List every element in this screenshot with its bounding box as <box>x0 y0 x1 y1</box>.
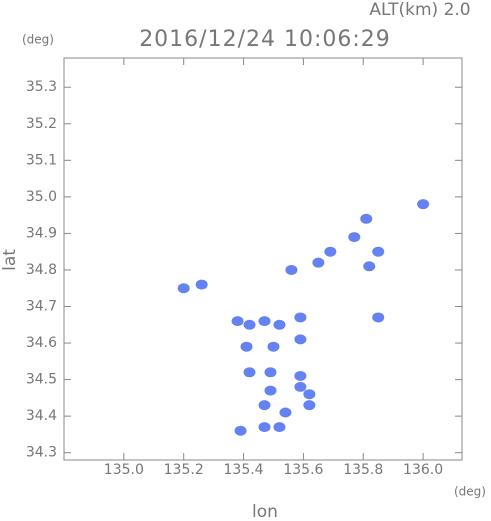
echo-cell <box>312 257 325 268</box>
echo-cell <box>240 341 253 352</box>
echo-cell <box>303 389 316 400</box>
echo-cell <box>285 264 298 275</box>
echo-cell <box>294 381 307 392</box>
x-axis-label: lon <box>252 502 278 521</box>
echo-cell <box>363 261 376 272</box>
x-tick-label: 136.0 <box>403 462 443 478</box>
echo-cell <box>273 422 286 433</box>
echo-cell <box>258 400 271 411</box>
y-tick-label: 34.9 <box>26 225 57 241</box>
echo-cell <box>195 279 208 290</box>
y-tick-label: 34.7 <box>26 299 57 315</box>
echo-cell <box>264 385 277 396</box>
echo-cell <box>294 334 307 345</box>
x-tick-label: 135.8 <box>343 462 383 478</box>
y-tick-label: 34.4 <box>26 408 57 424</box>
y-tick-label: 34.3 <box>26 445 57 461</box>
echo-cell <box>267 341 280 352</box>
y-tick-label: 34.6 <box>26 335 57 351</box>
echo-cell <box>294 370 307 381</box>
y-tick-label: 35.2 <box>26 116 57 132</box>
echo-cell <box>348 232 361 243</box>
x-tick-label: 135.2 <box>164 462 204 478</box>
echo-cell <box>234 425 247 436</box>
y-axis-label: lat <box>0 249 20 271</box>
echo-cell <box>231 316 244 327</box>
x-tick-label: 135.6 <box>283 462 323 478</box>
echo-cell <box>177 283 190 294</box>
echo-cell <box>417 199 430 210</box>
echo-cell <box>258 422 271 433</box>
y-tick-label: 34.8 <box>26 262 57 278</box>
y-tick-label: 34.5 <box>26 372 57 388</box>
y-unit: (deg) <box>22 33 54 47</box>
y-tick-label: 35.1 <box>26 152 57 168</box>
echo-cell <box>372 312 385 323</box>
echo-cell <box>360 213 373 224</box>
echo-cell <box>303 400 316 411</box>
x-tick-label: 135.4 <box>224 462 264 478</box>
chart-title: 2016/12/24 10:06:29 <box>139 27 391 52</box>
echo-cell <box>273 319 286 330</box>
echo-cell <box>279 407 292 418</box>
x-tick-label: 135.0 <box>104 462 144 478</box>
echo-cell <box>243 319 256 330</box>
altitude-label: ALT(km) 2.0 <box>369 0 470 20</box>
echo-cell <box>324 246 337 257</box>
echo-cell <box>264 367 277 378</box>
y-tick-label: 35.3 <box>26 79 57 95</box>
echo-cell <box>294 312 307 323</box>
y-tick-label: 35.0 <box>26 189 57 205</box>
plot-frame <box>63 57 463 461</box>
x-unit: (deg) <box>454 485 486 499</box>
echo-cell <box>258 316 271 327</box>
echo-cell <box>243 367 256 378</box>
echo-cell <box>372 246 385 257</box>
